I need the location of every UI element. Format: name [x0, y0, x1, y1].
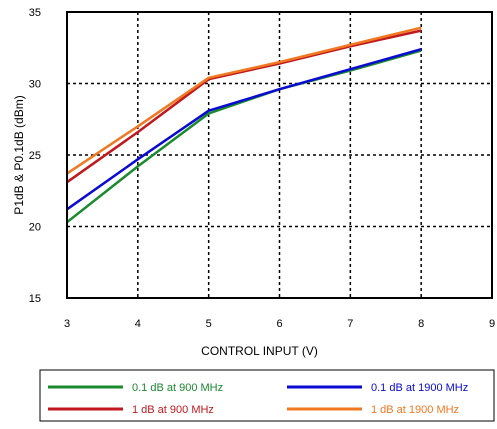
- y-tick-label: 30: [29, 79, 41, 91]
- x-tick-label: 6: [276, 318, 282, 330]
- x-tick-label: 3: [64, 318, 70, 330]
- series-line: [66, 29, 422, 184]
- x-tick-label: 9: [489, 318, 495, 330]
- y-axis-ticks: 15 20 25 30 35: [29, 7, 41, 305]
- y-tick-label: 35: [29, 7, 41, 19]
- x-tick-label: 4: [135, 318, 141, 330]
- x-tick-label: 7: [347, 318, 353, 330]
- series-line: [66, 26, 422, 175]
- legend-label: 0.1 dB at 900 MHz: [132, 382, 223, 394]
- legend-label: 1 dB at 900 MHz: [132, 404, 214, 416]
- legend: 0.1 dB at 900 MHz 0.1 dB at 1900 MHz 1 dB …: [39, 369, 495, 422]
- x-tick-label: 5: [206, 318, 212, 330]
- legend-label: 0.1 dB at 1900 MHz: [371, 382, 468, 394]
- y-tick-label: 20: [29, 222, 41, 234]
- y-tick-label: 25: [29, 150, 41, 162]
- grid-lines: [67, 12, 492, 298]
- y-tick-label: 15: [29, 293, 41, 305]
- y-axis-label: P1dB & P0.1dB (dBm): [12, 95, 26, 214]
- legend-box: [39, 369, 495, 422]
- series-line: [66, 47, 422, 211]
- x-axis-label: CONTROL INPUT (V): [201, 344, 318, 358]
- legend-label: 1 dB at 1900 MHz: [371, 404, 459, 416]
- plot-frame: [66, 11, 493, 299]
- series-lines: [66, 26, 422, 224]
- x-tick-label: 8: [418, 318, 424, 330]
- x-axis-ticks: 3 4 5 6 7 8 9: [64, 318, 495, 330]
- series-line: [66, 49, 422, 224]
